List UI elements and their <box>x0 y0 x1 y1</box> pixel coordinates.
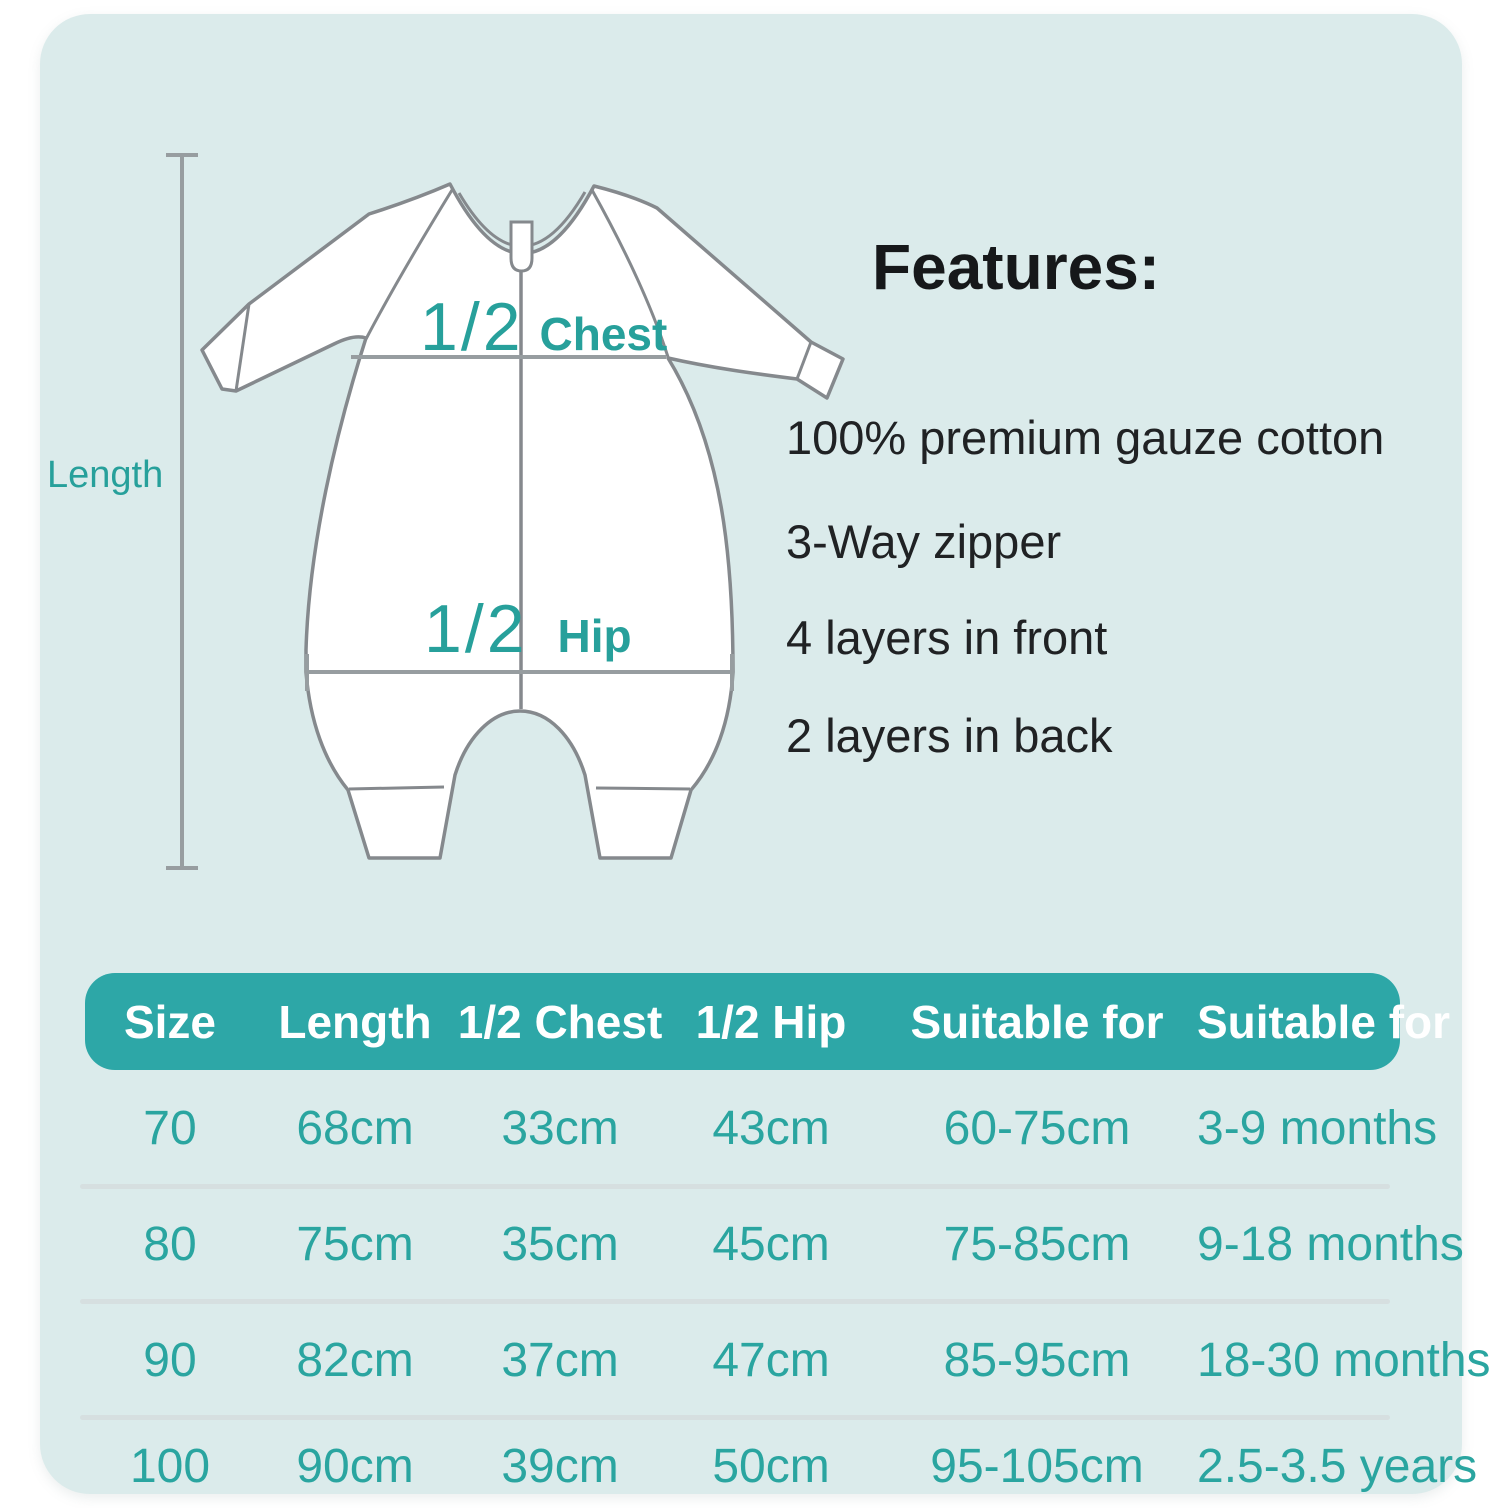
cell-length: 82cm <box>296 1334 414 1387</box>
cell-half-hip: 50cm <box>712 1440 830 1493</box>
cell-size: 70 <box>143 1102 197 1155</box>
rounded-panel <box>40 14 1462 1494</box>
table-row: 100 90cm 39cm 50cm 95-105cm 2.5-3.5 year… <box>85 1432 1478 1502</box>
features-title: Features: <box>872 231 1161 303</box>
row-divider <box>80 1184 1390 1189</box>
cell-suitable-height: 85-95cm <box>943 1334 1131 1387</box>
row-divider <box>80 1415 1390 1420</box>
cell-size: 80 <box>143 1218 197 1271</box>
table-row: 80 75cm 35cm 45cm 75-85cm 9-18 months <box>85 1210 1464 1280</box>
cell-length: 75cm <box>296 1218 414 1271</box>
chest-fraction-text: 1/2 <box>420 289 524 365</box>
header-cell-size: Size <box>123 995 217 1048</box>
cell-suitable-age: 2.5-3.5 years <box>1197 1440 1478 1493</box>
garment-diagram <box>166 153 845 870</box>
header-cell-length: Length <box>278 995 432 1048</box>
hip-measure-line <box>305 654 734 691</box>
feature-item: 2 layers in back <box>786 709 1113 762</box>
feature-item: 4 layers in front <box>786 611 1108 664</box>
cell-half-chest: 39cm <box>501 1440 619 1493</box>
header-cell-half-chest: 1/2 Chest <box>457 995 663 1048</box>
cell-half-chest: 35cm <box>501 1218 619 1271</box>
cell-half-hip: 47cm <box>712 1334 830 1387</box>
length-label: Length <box>47 454 164 496</box>
feature-item: 100% premium gauze cotton <box>786 411 1385 464</box>
cell-suitable-height: 75-85cm <box>943 1218 1131 1271</box>
length-measure-line <box>166 153 198 870</box>
cell-suitable-age: 3-9 months <box>1197 1102 1438 1155</box>
hip-fraction-text: 1/2 <box>424 591 528 667</box>
table-row: 70 68cm 33cm 43cm 60-75cm 3-9 months <box>85 1094 1438 1164</box>
cell-suitable-age: 9-18 months <box>1197 1218 1464 1271</box>
header-cell-half-hip: 1/2 Hip <box>695 995 847 1048</box>
cell-length: 68cm <box>296 1102 414 1155</box>
chest-label: 1/2 Chest <box>420 288 667 366</box>
table-row: 90 82cm 37cm 47cm 85-95cm 18-30 months <box>85 1326 1491 1396</box>
cell-suitable-height: 60-75cm <box>943 1102 1131 1155</box>
hip-label: 1/2 Hip <box>424 590 632 668</box>
zipper-tab <box>509 220 534 273</box>
cell-size: 90 <box>143 1334 197 1387</box>
size-table-header: Size Length 1/2 Chest 1/2 Hip Suitable f… <box>85 973 1451 1070</box>
header-cell-suitable-height: Suitable for <box>910 995 1164 1048</box>
cell-suitable-height: 95-105cm <box>930 1440 1144 1493</box>
cell-half-chest: 37cm <box>501 1334 619 1387</box>
cell-half-hip: 45cm <box>712 1218 830 1271</box>
chest-word-text: Chest <box>539 308 668 360</box>
cell-suitable-age: 18-30 months <box>1197 1334 1491 1387</box>
cell-half-chest: 33cm <box>501 1102 619 1155</box>
cell-size: 100 <box>129 1440 211 1493</box>
cell-half-hip: 43cm <box>712 1102 830 1155</box>
row-divider <box>80 1299 1390 1304</box>
header-cell-suitable-age: Suitable for <box>1197 995 1451 1048</box>
cell-length: 90cm <box>296 1440 414 1493</box>
feature-item: 3-Way zipper <box>786 515 1062 568</box>
hip-word-text: Hip <box>557 610 632 662</box>
